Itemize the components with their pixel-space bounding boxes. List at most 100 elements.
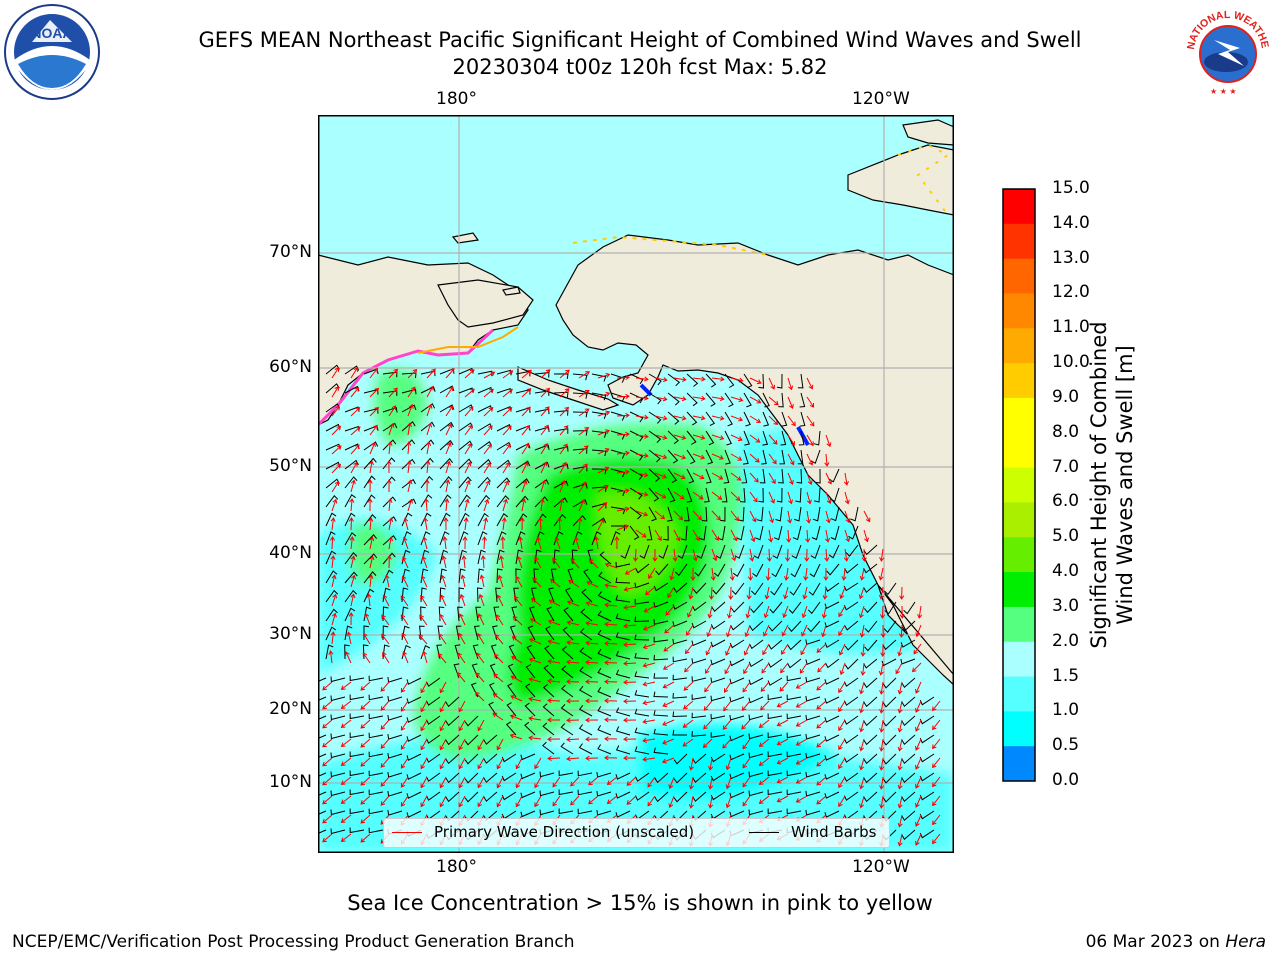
wind-barb bbox=[824, 696, 840, 704]
wave-direction-arrow bbox=[331, 367, 339, 379]
wind-barb bbox=[615, 745, 631, 755]
wave-direction-arrow bbox=[838, 681, 846, 694]
wave-direction-arrow bbox=[647, 776, 656, 788]
footer-date-text: 06 Mar 2023 on bbox=[1085, 932, 1220, 952]
wave-direction-arrow bbox=[494, 633, 504, 645]
wind-barb bbox=[439, 531, 450, 546]
wave-direction-arrow bbox=[360, 833, 371, 843]
wave-direction-arrow bbox=[730, 396, 744, 403]
wave-direction-arrow bbox=[384, 574, 390, 588]
wave-direction-arrow bbox=[554, 536, 561, 550]
wave-direction-arrow bbox=[616, 506, 630, 512]
colorbar-label: Significant Height of Combined Wind Wave… bbox=[1086, 305, 1138, 665]
wind-barb bbox=[515, 478, 530, 489]
wind-barb bbox=[748, 790, 764, 797]
wave-direction-arrow bbox=[493, 673, 504, 683]
wave-direction-arrow bbox=[360, 719, 371, 729]
wind-barb bbox=[439, 404, 455, 413]
wind-barb bbox=[610, 373, 626, 383]
wave-direction-arrow bbox=[652, 548, 658, 562]
wind-barb bbox=[759, 468, 766, 484]
wind-barb bbox=[458, 494, 471, 508]
wave-direction-arrow bbox=[749, 396, 762, 404]
wind-barb bbox=[786, 732, 802, 739]
wave-direction-arrow bbox=[350, 407, 361, 417]
wave-direction-arrow bbox=[464, 406, 474, 417]
colorbar-segment bbox=[1003, 606, 1035, 643]
wind-barb bbox=[507, 682, 517, 698]
wave-direction-arrow bbox=[654, 472, 667, 479]
wave-direction-arrow bbox=[816, 757, 827, 767]
wind-barb bbox=[368, 675, 384, 682]
wave-direction-arrow bbox=[897, 643, 903, 657]
wave-direction-arrow bbox=[606, 776, 618, 785]
wave-direction-arrow bbox=[502, 498, 508, 512]
wave-direction-arrow bbox=[614, 536, 620, 550]
wind-barb bbox=[558, 770, 574, 777]
wave-direction-arrow bbox=[340, 738, 352, 747]
wind-barb bbox=[445, 753, 460, 765]
wind-barb bbox=[363, 514, 377, 527]
wind-barb bbox=[691, 694, 707, 700]
wave-direction-arrow bbox=[642, 681, 656, 687]
wind-barb bbox=[611, 525, 626, 531]
wave-direction-arrow bbox=[623, 736, 637, 742]
wave-direction-arrow bbox=[692, 453, 706, 460]
wind-barb bbox=[719, 506, 726, 522]
svg-text:NOAA: NOAA bbox=[31, 25, 72, 41]
wave-direction-arrow bbox=[673, 529, 681, 542]
wave-direction-arrow bbox=[839, 662, 846, 676]
wave-direction-arrow bbox=[708, 586, 715, 600]
lat-label-60n: 60°N bbox=[269, 357, 312, 377]
wind-barb bbox=[439, 512, 451, 527]
wave-direction-arrow bbox=[559, 461, 567, 474]
colorbar-tick-label: 0.0 bbox=[1052, 770, 1080, 790]
wind-barb bbox=[610, 531, 621, 546]
wind-barb bbox=[850, 506, 859, 522]
wave-direction-arrow bbox=[825, 434, 832, 448]
wind-barb bbox=[824, 715, 840, 723]
wave-direction-arrow bbox=[859, 681, 865, 695]
wave-direction-arrow bbox=[578, 389, 590, 398]
wave-direction-arrow bbox=[578, 445, 589, 455]
wind-barb bbox=[439, 458, 453, 470]
wave-direction-arrow bbox=[369, 555, 375, 569]
wave-direction-arrow bbox=[364, 612, 371, 626]
wind-barb bbox=[553, 514, 567, 527]
wave-direction-arrow bbox=[762, 643, 770, 656]
wind-barb bbox=[567, 568, 574, 584]
wave-direction-arrow bbox=[730, 510, 739, 522]
wave-direction-arrow bbox=[400, 738, 409, 750]
wave-direction-arrow bbox=[400, 681, 409, 693]
colorbar-segment bbox=[1003, 258, 1035, 294]
wind-barb bbox=[674, 563, 688, 577]
wind-barb bbox=[724, 373, 735, 388]
wind-barb bbox=[406, 772, 422, 780]
lat-label-70n: 70°N bbox=[269, 242, 312, 262]
wind-barb bbox=[795, 487, 802, 503]
wave-direction-arrow bbox=[843, 472, 849, 486]
wave-direction-arrow bbox=[825, 510, 831, 524]
wind-barb bbox=[770, 582, 783, 596]
wave-direction-arrow bbox=[420, 575, 428, 588]
wind-barb bbox=[458, 531, 469, 546]
wave-direction-arrow bbox=[844, 529, 851, 543]
wave-direction-arrow bbox=[566, 659, 580, 665]
wind-barb bbox=[634, 599, 650, 605]
wave-direction-arrow bbox=[662, 662, 675, 670]
wave-direction-arrow bbox=[704, 681, 713, 693]
wave-direction-arrow bbox=[445, 460, 451, 474]
wave-direction-arrow bbox=[443, 517, 449, 531]
wind-barb bbox=[748, 677, 764, 686]
wave-direction-arrow bbox=[528, 696, 542, 702]
wave-direction-arrow bbox=[521, 498, 527, 512]
wave-direction-arrow bbox=[540, 406, 550, 417]
wind-barb bbox=[542, 684, 555, 698]
wind-barb bbox=[458, 367, 474, 375]
wave-direction-arrow bbox=[635, 472, 649, 478]
wave-direction-arrow bbox=[425, 460, 431, 474]
wave-direction-arrow bbox=[776, 795, 789, 803]
wave-direction-arrow bbox=[662, 700, 675, 708]
wave-direction-arrow bbox=[711, 472, 724, 480]
wave-direction-arrow bbox=[758, 795, 770, 804]
